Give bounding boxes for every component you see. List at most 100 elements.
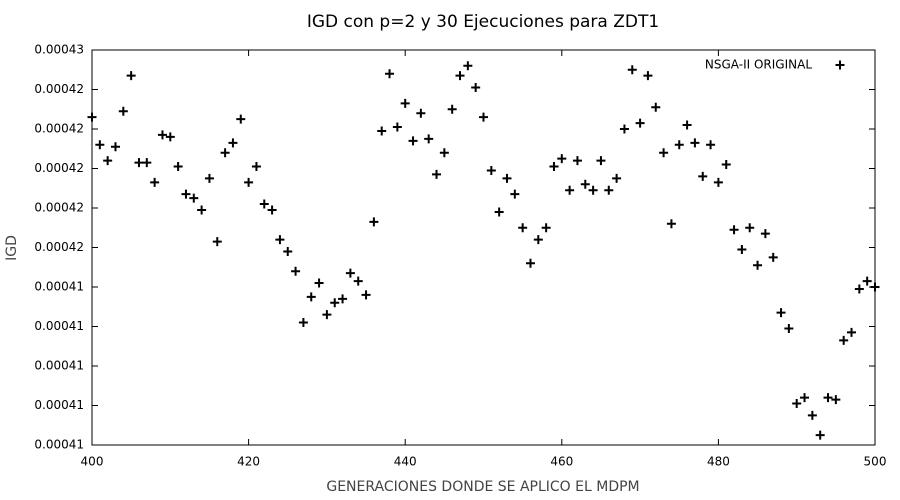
point <box>424 134 434 144</box>
y-tick-label: 0.00042 <box>34 161 84 175</box>
point <box>353 276 363 286</box>
point <box>706 140 716 150</box>
point <box>784 323 794 333</box>
x-tick-label: 500 <box>864 455 887 469</box>
x-tick-label: 460 <box>550 455 573 469</box>
point <box>377 126 387 136</box>
point <box>839 335 849 345</box>
point <box>181 189 191 199</box>
point <box>792 399 802 409</box>
point <box>118 106 128 116</box>
point <box>338 294 348 304</box>
point <box>588 185 598 195</box>
point <box>369 217 379 227</box>
point <box>776 308 786 318</box>
point <box>525 258 535 268</box>
point <box>220 148 230 158</box>
point <box>95 140 105 150</box>
point <box>823 393 833 403</box>
point <box>745 223 755 233</box>
point <box>737 244 747 254</box>
y-tick-label: 0.00041 <box>34 398 84 412</box>
point <box>157 130 167 140</box>
point <box>463 61 473 71</box>
point <box>502 173 512 183</box>
point <box>259 199 269 209</box>
point <box>291 266 301 276</box>
point <box>753 260 763 270</box>
x-tick-label: 420 <box>237 455 260 469</box>
point <box>212 237 222 247</box>
point <box>533 235 543 245</box>
plot-frame <box>91 49 876 446</box>
point <box>197 205 207 215</box>
chart-title: IGD con p=2 y 30 Ejecuciones para ZDT1 <box>307 12 659 32</box>
point <box>408 136 418 146</box>
x-tick-label: 400 <box>81 455 104 469</box>
y-tick-label: 0.00042 <box>34 240 84 254</box>
point <box>831 395 841 405</box>
point <box>251 162 261 172</box>
y-tick-label: 0.00043 <box>34 43 84 57</box>
point <box>580 179 590 189</box>
y-tick-label: 0.00041 <box>34 319 84 333</box>
point <box>627 65 637 75</box>
point <box>189 193 199 203</box>
point <box>713 177 723 187</box>
point <box>103 156 113 166</box>
point <box>698 171 708 181</box>
point <box>87 112 97 122</box>
point <box>596 156 606 166</box>
point <box>275 235 285 245</box>
x-tick-label: 480 <box>707 455 730 469</box>
point <box>486 165 496 175</box>
point <box>330 298 340 308</box>
point <box>244 177 254 187</box>
point <box>847 327 857 337</box>
point <box>283 246 293 256</box>
point <box>204 173 214 183</box>
point <box>173 162 183 172</box>
point <box>612 173 622 183</box>
point <box>604 185 614 195</box>
y-tick-label: 0.00041 <box>34 280 84 294</box>
y-tick-label: 0.00041 <box>34 438 84 452</box>
point <box>518 223 528 233</box>
point <box>800 393 810 403</box>
point <box>635 118 645 128</box>
point <box>729 225 739 235</box>
point <box>549 162 559 172</box>
point <box>557 154 567 164</box>
point <box>228 138 238 148</box>
point <box>666 219 676 229</box>
point <box>768 252 778 262</box>
y-tick-label: 0.00042 <box>34 122 84 136</box>
point <box>541 223 551 233</box>
legend-label: NSGA-II ORIGINAL <box>705 58 812 72</box>
point <box>619 124 629 134</box>
point <box>682 120 692 130</box>
point <box>306 292 316 302</box>
y-tick-label: 0.00042 <box>34 201 84 215</box>
point <box>165 132 175 142</box>
point <box>447 104 457 114</box>
legend-marker <box>835 60 845 70</box>
point <box>690 138 700 148</box>
point <box>471 83 481 93</box>
point <box>572 156 582 166</box>
point <box>510 189 520 199</box>
point <box>416 108 426 118</box>
y-tick-label: 0.00041 <box>34 359 84 373</box>
point <box>400 98 410 108</box>
point <box>392 122 402 132</box>
point <box>314 278 324 288</box>
point <box>432 169 442 179</box>
point <box>345 268 355 278</box>
point <box>298 318 308 328</box>
point <box>150 177 160 187</box>
point <box>142 158 152 168</box>
point <box>455 71 465 81</box>
point <box>862 276 872 286</box>
point <box>854 284 864 294</box>
